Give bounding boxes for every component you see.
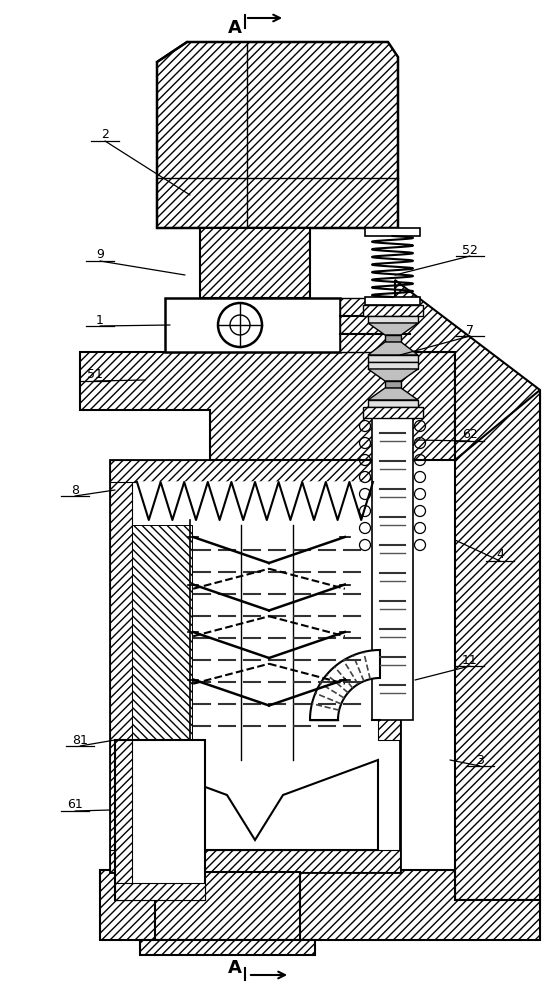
Polygon shape	[363, 407, 423, 418]
Polygon shape	[340, 298, 395, 352]
Text: 51: 51	[87, 368, 103, 381]
Text: 1: 1	[96, 314, 104, 326]
Text: 3: 3	[476, 754, 484, 766]
Text: 9: 9	[96, 248, 104, 261]
Text: 52: 52	[462, 243, 478, 256]
Polygon shape	[157, 42, 398, 228]
Polygon shape	[368, 342, 418, 355]
Text: 8: 8	[71, 484, 79, 496]
Polygon shape	[155, 872, 300, 940]
Polygon shape	[378, 460, 400, 740]
Polygon shape	[368, 323, 418, 335]
Polygon shape	[132, 760, 378, 850]
Polygon shape	[310, 650, 380, 720]
Polygon shape	[115, 883, 205, 900]
Text: 2: 2	[101, 128, 109, 141]
Polygon shape	[365, 297, 420, 305]
Polygon shape	[132, 525, 192, 760]
Polygon shape	[115, 740, 205, 900]
Polygon shape	[80, 352, 455, 460]
Polygon shape	[365, 228, 420, 236]
Polygon shape	[385, 381, 401, 388]
Polygon shape	[385, 335, 401, 342]
Polygon shape	[115, 740, 132, 900]
Text: 11: 11	[462, 654, 478, 666]
Polygon shape	[140, 940, 315, 955]
Polygon shape	[200, 228, 310, 298]
Polygon shape	[137, 482, 373, 525]
Text: 4: 4	[496, 548, 504, 562]
Polygon shape	[137, 482, 373, 520]
Text: 61: 61	[67, 798, 83, 812]
Polygon shape	[110, 460, 132, 872]
Polygon shape	[368, 316, 418, 323]
Text: 7: 7	[466, 324, 474, 336]
Polygon shape	[395, 280, 540, 460]
Polygon shape	[368, 400, 418, 407]
Text: A: A	[228, 959, 242, 977]
Polygon shape	[110, 460, 400, 872]
Text: A: A	[228, 19, 242, 37]
Polygon shape	[110, 850, 400, 872]
Polygon shape	[368, 362, 418, 369]
Polygon shape	[100, 870, 540, 940]
Polygon shape	[368, 369, 418, 381]
Polygon shape	[363, 305, 423, 316]
Polygon shape	[368, 388, 418, 400]
Polygon shape	[368, 355, 418, 362]
Polygon shape	[372, 418, 413, 720]
Text: 81: 81	[72, 734, 88, 746]
Text: 62: 62	[462, 428, 478, 442]
Polygon shape	[455, 390, 540, 900]
Polygon shape	[165, 298, 340, 352]
Polygon shape	[110, 460, 400, 482]
